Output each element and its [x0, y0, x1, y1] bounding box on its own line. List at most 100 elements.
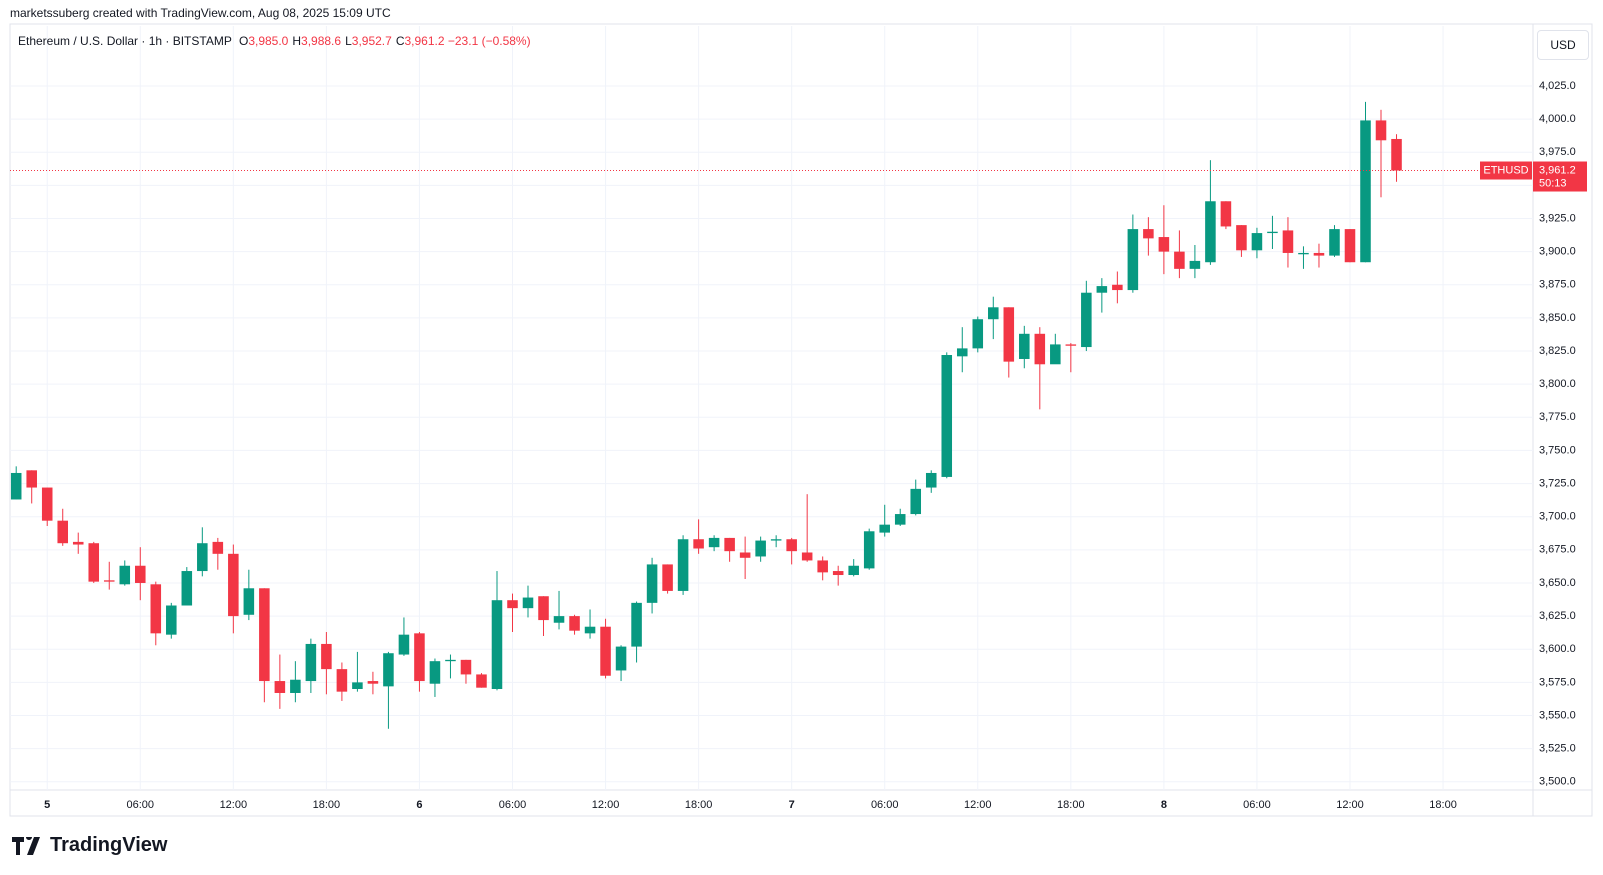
x-tick-label: 06:00 [499, 799, 527, 811]
candle-body [274, 681, 286, 693]
candle-body [615, 646, 627, 671]
candle-body [197, 543, 208, 572]
attribution: marketssuberg created with TradingView.c… [10, 6, 391, 20]
candle-body [1282, 230, 1294, 253]
candle-body [103, 580, 115, 582]
y-tick-label: 3,525.0 [1539, 743, 1576, 755]
candle-body [476, 674, 487, 688]
x-tick-label: 06:00 [1243, 799, 1271, 811]
legend-key: L [345, 34, 352, 48]
candle-body [1189, 260, 1201, 269]
candle-body [1267, 231, 1278, 234]
candle-body [367, 681, 379, 684]
candle-body [26, 470, 37, 488]
price-tag: 3,961.2 [1539, 164, 1576, 176]
x-tick-label: 12:00 [964, 799, 992, 811]
candle-body [1019, 333, 1030, 359]
x-tick-label: 5 [44, 799, 50, 811]
y-tick-label: 3,550.0 [1539, 709, 1576, 721]
legend-value: 3,985.0 [248, 34, 289, 48]
candle-body [1220, 201, 1232, 227]
candle-body [305, 643, 317, 682]
candle-body [1251, 233, 1263, 251]
candle-body [569, 616, 580, 631]
candle-body [925, 472, 937, 488]
y-tick-label: 3,675.0 [1539, 544, 1576, 556]
candle-body [1329, 229, 1340, 256]
candle-body [243, 588, 255, 615]
candle-body [1375, 120, 1387, 141]
x-tick-label: 12:00 [220, 799, 248, 811]
candle-body [383, 653, 394, 687]
y-tick-label: 3,600.0 [1539, 643, 1576, 655]
candle-body [398, 634, 410, 655]
candle-body [41, 487, 53, 521]
candle-body [336, 669, 348, 692]
candle-body [988, 307, 999, 320]
candle-body [1003, 307, 1015, 362]
symbol: Ethereum / U.S. Dollar · 1h · BITSTAMP [18, 34, 232, 48]
candle-body [553, 616, 565, 623]
candle-body [321, 643, 332, 670]
candle-body [538, 596, 549, 621]
candle-body [290, 679, 301, 693]
y-tick-label: 3,575.0 [1539, 676, 1576, 688]
candle-body [1174, 251, 1185, 269]
countdown: 50:13 [1539, 177, 1567, 189]
y-tick-label: 3,700.0 [1539, 511, 1576, 523]
candle-body [1112, 284, 1123, 291]
x-tick-label: 18:00 [1057, 799, 1085, 811]
y-tick-label: 3,725.0 [1539, 477, 1576, 489]
frame [9, 23, 1593, 817]
y-tick-label: 3,750.0 [1539, 444, 1576, 456]
candle-body [941, 355, 953, 477]
candle-body [1158, 237, 1170, 252]
candle-body [1127, 229, 1139, 291]
x-tick-label: 06:00 [127, 799, 155, 811]
currency-button[interactable]: USD [1537, 30, 1589, 60]
y-tick-label: 4,000.0 [1539, 113, 1576, 125]
y-tick-label: 3,775.0 [1539, 411, 1576, 423]
candle-body [72, 541, 84, 545]
y-tick-label: 3,925.0 [1539, 212, 1576, 224]
legend: Ethereum / U.S. Dollar · 1h · BITSTAMP O… [18, 34, 531, 48]
candle-body [910, 488, 922, 515]
candle-body [259, 588, 270, 682]
logo-icon [12, 836, 40, 855]
candle-body [801, 552, 813, 561]
legend-key: C [395, 34, 405, 48]
candle-body [57, 520, 69, 544]
x-tick-label: 8 [1161, 799, 1167, 811]
x-tick-label: 7 [789, 799, 795, 811]
candle-body [414, 633, 425, 682]
candle-body [832, 571, 844, 576]
candle-body [181, 571, 193, 606]
candle-body [522, 597, 534, 609]
legend-value: 3,988.6 [301, 34, 342, 48]
candle-body [956, 348, 968, 357]
candle-body [1081, 292, 1092, 348]
candle-body [724, 537, 735, 552]
candle-body [677, 539, 689, 591]
logo-text: TradingView [50, 834, 168, 856]
candle-body [755, 540, 766, 557]
x-tick-label: 6 [416, 799, 422, 811]
candle-body [708, 537, 720, 548]
change: −23.1 (−0.58%) [447, 34, 531, 48]
candle-body [352, 682, 363, 690]
candle-body [1050, 344, 1061, 365]
candle-body [491, 600, 503, 690]
candle-body [1065, 344, 1077, 346]
candle-body [507, 600, 518, 609]
logo: TradingView [12, 834, 167, 857]
y-tick-label: 3,825.0 [1539, 345, 1576, 357]
candle-body [1360, 120, 1371, 263]
x-tick-label: 18:00 [1429, 799, 1457, 811]
candle-body [894, 514, 906, 525]
x-tick-label: 18:00 [313, 799, 341, 811]
x-tick-label: 18:00 [685, 799, 713, 811]
candle-body [212, 541, 224, 554]
candle-body [1298, 252, 1309, 255]
